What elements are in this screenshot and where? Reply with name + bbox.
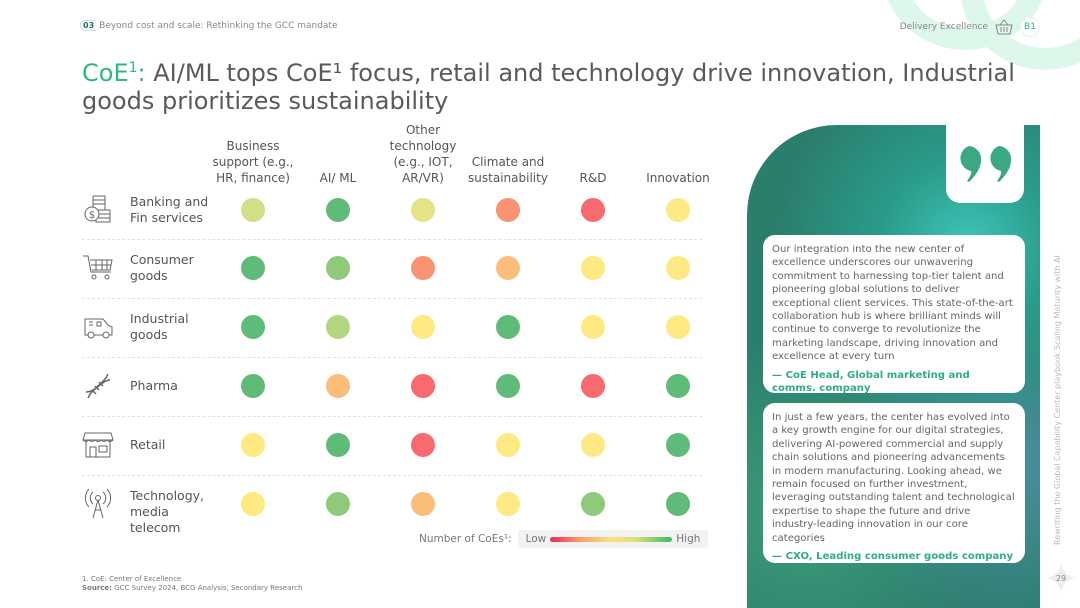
quote-attribution: — CoE Head, Global marketing and comms. …	[772, 369, 970, 395]
title-prefix-text: CoE	[82, 59, 129, 87]
category-tag: Delivery Excellence B1	[900, 17, 1040, 37]
heatmap-dot	[666, 492, 690, 516]
heatmap-dot	[241, 374, 265, 398]
row-label: Industrial goods	[130, 311, 189, 342]
heatmap-dot	[496, 374, 520, 398]
heatmap-dot	[581, 374, 605, 398]
heatmap-dot	[496, 433, 520, 457]
legend-gradient-bar	[550, 536, 673, 542]
dna-icon	[82, 370, 114, 402]
row-label: Pharma	[130, 378, 178, 393]
row-divider	[82, 239, 702, 240]
heatmap-dot	[241, 256, 265, 280]
heatmap-dot	[581, 315, 605, 339]
quote-marks-icon	[960, 146, 1012, 182]
title-prefix-colon: :	[137, 59, 146, 87]
title-text: AI/ML tops CoE¹ focus, retail and techno…	[82, 59, 1015, 115]
legend-label: Number of CoEs¹:	[419, 533, 512, 545]
title-prefix: CoE1:	[82, 59, 146, 87]
legend: Number of CoEs¹: Low High	[419, 530, 709, 548]
section-title: Beyond cost and scale: Rethinking the GC…	[99, 20, 338, 31]
heatmap-dot	[326, 433, 350, 457]
heatmap-dot	[411, 374, 435, 398]
row-label: Technology, media telecom	[130, 488, 204, 535]
row-divider	[82, 297, 702, 299]
heatmap-dot	[411, 256, 435, 280]
heatmap-dot	[666, 374, 690, 398]
heatmap-dot	[496, 492, 520, 516]
heatmap-dot	[581, 198, 605, 222]
heatmap-dot	[326, 256, 350, 280]
heatmap-dot	[326, 374, 350, 398]
column-header: Innovation	[646, 171, 710, 185]
row-label: Consumer goods	[130, 252, 194, 283]
heatmap-dot	[241, 433, 265, 457]
side-running-title: Rewriting the Global Capability Center p…	[1053, 255, 1062, 545]
star-shape-icon	[1046, 563, 1076, 593]
footnote-note: 1. CoE: Center of Excellence	[82, 575, 182, 583]
quote-text: In just a few years, the center has evol…	[772, 412, 1015, 544]
quote-text: Our integration into the new center of e…	[772, 244, 1013, 363]
heatmap-dot	[666, 433, 690, 457]
heatmap-dot	[241, 315, 265, 339]
heatmap-dot	[411, 492, 435, 516]
quote-card: Our integration into the new center of e…	[763, 235, 1025, 395]
section-number: 03	[80, 20, 97, 31]
heatmap-dot	[581, 256, 605, 280]
heatmap-dot	[326, 315, 350, 339]
page-number: 29	[1046, 563, 1076, 593]
source-label: Source:	[82, 583, 112, 592]
heatmap-dot	[411, 433, 435, 457]
heatmap-dot	[581, 492, 605, 516]
heatmap-dot	[241, 492, 265, 516]
quote-attribution: — CXO, Leading consumer goods company	[772, 551, 1014, 563]
heatmap-dot	[496, 198, 520, 222]
heatmap-dot	[326, 198, 350, 222]
heatmap-dot	[666, 198, 690, 222]
heatmap-dot	[241, 198, 265, 222]
heatmap-dot	[581, 433, 605, 457]
row-label: Banking and Fin services	[130, 194, 209, 225]
column-header: Business support (e.g., HR, finance)	[212, 139, 294, 185]
banking-icon: $	[82, 194, 114, 226]
category-label: Delivery Excellence	[899, 22, 988, 32]
source-text: GCC Survey 2024, BCG Analysis, Secondary…	[111, 583, 303, 592]
antenna-icon	[82, 488, 114, 520]
legend-scale: Low High	[517, 530, 709, 548]
svg-text:$: $	[89, 210, 95, 221]
column-header: AI/ ML	[319, 171, 357, 185]
quote-card: In just a few years, the center has evol…	[763, 403, 1025, 563]
page-number-text: 29	[1055, 573, 1067, 583]
footnote: 1. CoE: Center of Excellence Source: GCC…	[82, 575, 302, 592]
row-divider	[82, 415, 702, 417]
heatmap-dot	[666, 315, 690, 339]
heatmap-dot	[496, 256, 520, 280]
heatmap-dot	[666, 256, 690, 280]
basket-icon	[995, 19, 1013, 35]
column-header: Climate and sustainability	[468, 155, 548, 185]
shopping-cart-icon	[82, 252, 114, 284]
heatmap-dot	[411, 198, 435, 222]
page-title: CoE1: AI/ML tops CoE¹ focus, retail and …	[82, 54, 1022, 115]
breadcrumb: 03 Beyond cost and scale: Rethinking the…	[80, 20, 338, 31]
row-divider	[82, 356, 702, 358]
row-label: Retail	[130, 437, 166, 452]
column-header: Other technology (e.g., IOT, AR/VR)	[389, 123, 457, 185]
delivery-van-icon	[82, 311, 114, 343]
legend-low: Low	[525, 533, 547, 545]
footnote-source: Source: GCC Survey 2024, BCG Analysis, S…	[82, 584, 302, 593]
heatmap-dot	[411, 315, 435, 339]
legend-high: High	[676, 533, 701, 545]
storefront-icon	[82, 429, 114, 461]
row-divider	[82, 474, 702, 476]
quote-icon-box	[946, 125, 1024, 203]
column-header: R&D	[579, 171, 607, 185]
title-prefix-sup: 1	[128, 60, 138, 76]
heatmap-dot	[326, 492, 350, 516]
section-badge: B1	[1020, 17, 1040, 37]
heatmap-dot	[496, 315, 520, 339]
